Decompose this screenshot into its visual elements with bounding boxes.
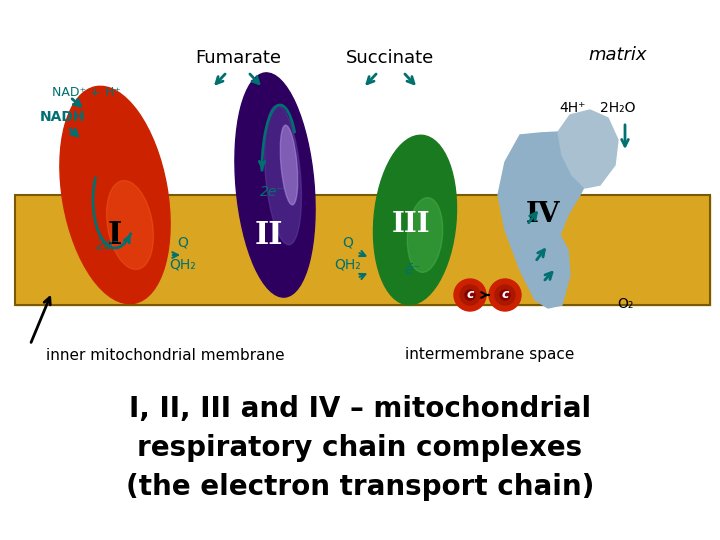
Circle shape <box>500 290 510 300</box>
Text: intermembrane space: intermembrane space <box>405 348 575 362</box>
Ellipse shape <box>107 180 153 269</box>
Circle shape <box>489 279 521 311</box>
Polygon shape <box>498 132 590 308</box>
Circle shape <box>465 290 475 300</box>
Text: Q: Q <box>343 236 354 250</box>
Circle shape <box>495 285 515 305</box>
Text: QH₂: QH₂ <box>335 257 361 271</box>
Text: 4H⁺: 4H⁺ <box>560 101 586 115</box>
Bar <box>15 195 710 305</box>
Ellipse shape <box>264 105 302 245</box>
Ellipse shape <box>374 135 456 305</box>
Bar <box>15 195 710 305</box>
Text: I: I <box>108 219 122 251</box>
Text: II: II <box>255 219 283 251</box>
Ellipse shape <box>235 73 315 297</box>
Text: Succinate: Succinate <box>346 49 434 67</box>
Text: matrix: matrix <box>589 46 647 64</box>
Text: 2e⁻: 2e⁻ <box>260 185 284 199</box>
Text: NAD⁺ + H⁺: NAD⁺ + H⁺ <box>52 85 121 98</box>
Text: 2H₂O: 2H₂O <box>600 101 636 115</box>
Ellipse shape <box>280 125 297 205</box>
Text: Q: Q <box>178 236 189 250</box>
Polygon shape <box>558 110 618 188</box>
Ellipse shape <box>408 198 443 272</box>
Text: ē⁻: ē⁻ <box>404 263 420 277</box>
Text: IV: IV <box>526 201 560 228</box>
Text: III: III <box>392 212 431 239</box>
Text: Fumarate: Fumarate <box>195 49 281 67</box>
Text: O₂: O₂ <box>617 297 633 311</box>
Circle shape <box>460 285 480 305</box>
Text: I, II, III and IV – mitochondrial
respiratory chain complexes
(the electron tran: I, II, III and IV – mitochondrial respir… <box>126 395 594 501</box>
Circle shape <box>454 279 486 311</box>
Text: c: c <box>467 288 474 301</box>
Text: inner mitochondrial membrane: inner mitochondrial membrane <box>45 348 284 362</box>
Text: c: c <box>501 288 509 301</box>
Ellipse shape <box>60 86 170 303</box>
Text: QH₂: QH₂ <box>170 257 197 271</box>
Text: NADH: NADH <box>40 110 86 124</box>
Text: 2e⁻: 2e⁻ <box>96 238 120 252</box>
